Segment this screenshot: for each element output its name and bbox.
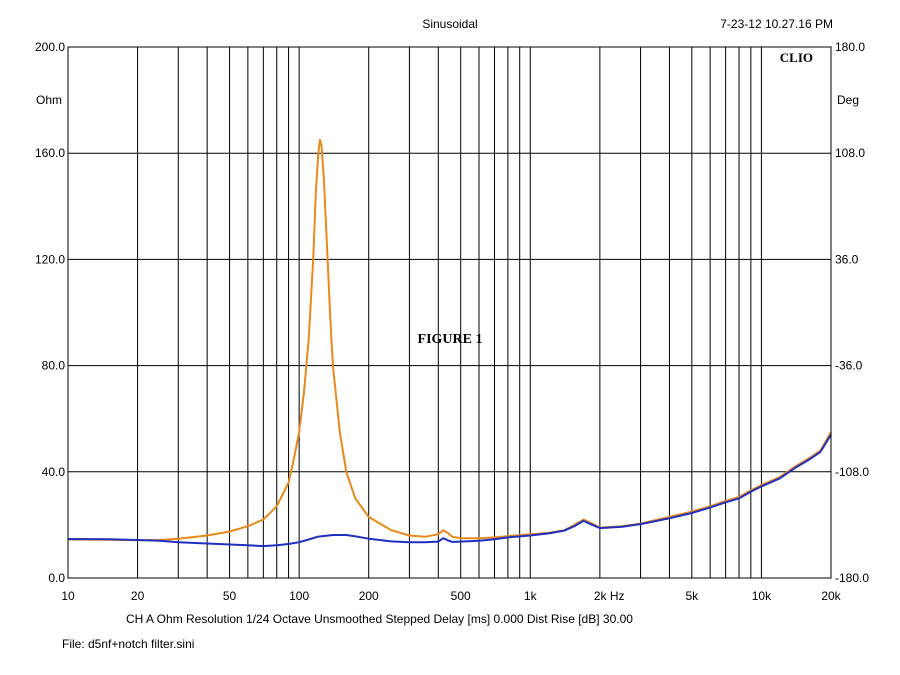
brand-label: CLIO	[780, 50, 813, 65]
file-name: File: d5nf+notch filter.sini	[62, 637, 195, 651]
series-line-2	[67, 434, 832, 548]
y-axis-label: Ohm	[36, 93, 62, 107]
x-tick-label: 2k Hz	[594, 589, 625, 603]
y2-tick-label: 36.0	[835, 252, 859, 266]
x-tick-label: 20	[131, 589, 145, 603]
x-tick-label: 5k	[685, 589, 699, 603]
x-tick-label: 10	[61, 589, 75, 603]
y2-tick-label: -180.0	[835, 571, 869, 585]
x-tick-label: 100	[289, 589, 309, 603]
y2-tick-label: 108.0	[835, 146, 865, 160]
y-tick-label: 120.0	[35, 252, 65, 266]
x-tick-label: 20k	[821, 589, 841, 603]
plot-frame	[67, 46, 832, 579]
x-tick-label: 1k	[524, 589, 538, 603]
y-tick-label: 40.0	[42, 465, 66, 479]
y2-axis-label: Deg	[837, 93, 859, 107]
x-tick-label: 10k	[752, 589, 772, 603]
chart-title: Sinusoidal	[422, 17, 477, 31]
y-tick-label: 0.0	[48, 571, 65, 585]
y2-tick-label: 180.0	[835, 40, 865, 54]
series-line-1	[67, 138, 832, 542]
y2-tick-label: -36.0	[835, 359, 863, 373]
y-tick-label: 200.0	[35, 40, 65, 54]
grid-lines	[67, 46, 832, 579]
measurement-settings: CH A Ohm Resolution 1/24 Octave Unsmooth…	[126, 612, 633, 626]
y-tick-label: 80.0	[42, 359, 66, 373]
y-tick-label: 160.0	[35, 146, 65, 160]
x-tick-label: 500	[451, 589, 471, 603]
series-layer	[67, 138, 832, 548]
figure-annotation: FIGURE 1	[418, 332, 483, 347]
x-tick-label: 200	[359, 589, 379, 603]
x-tick-label: 50	[223, 589, 237, 603]
timestamp: 7-23-12 10.27.16 PM	[720, 17, 833, 31]
tick-labels: 10 20 50 100 200 500 1k 2k Hz 5k 10k 20k 0.0 40.0 80.…	[35, 40, 869, 603]
y2-tick-label: -108.0	[835, 465, 869, 479]
